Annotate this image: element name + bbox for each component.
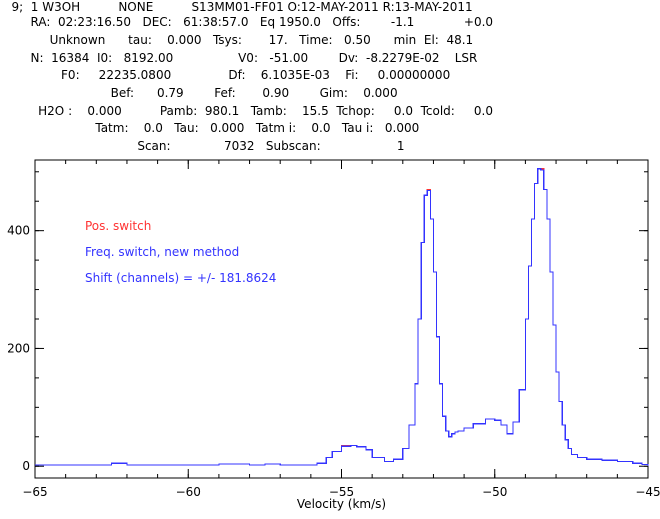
x-tick-label: −60	[176, 485, 201, 499]
annotation-0: Pos. switch	[85, 219, 151, 233]
header-line-6: Bef: 0.79 Fef: 0.90 Gim: 0.000	[0, 86, 398, 100]
header-line-7: H2O : 0.000 Pamb: 980.1 Tamb: 15.5 Tchop…	[0, 104, 494, 118]
annotation-1: Freq. switch, new method	[85, 245, 239, 259]
x-tick-label: −50	[482, 485, 507, 499]
x-tick-label: −45	[635, 485, 660, 499]
x-tick-label: −55	[329, 485, 354, 499]
header-line-4: N: 16384 I0: 8192.00 V0: -51.00 Dv: -8.2…	[0, 51, 478, 65]
header-line-3: Unknown tau: 0.000 Tsys: 17. Time: 0.50 …	[0, 33, 474, 47]
header-line-1: 9; 1 W3OH NONE S13MM01-FF01 O:12-MAY-201…	[0, 0, 473, 14]
header-line-9: Scan: 7032 Subscan: 1	[0, 139, 405, 153]
plot-frame	[34, 159, 649, 479]
y-tick-label: 400	[7, 224, 30, 238]
x-axis-label: Velocity (km/s)	[297, 497, 386, 511]
header-line-5: F0: 22235.0800 Df: 6.1035E-03 Fi: 0.0000…	[0, 68, 451, 82]
y-tick-label: 200	[7, 341, 30, 355]
header-line-8: Tatm: 0.0 Tau: 0.000 Tatm i: 0.0 Tau i: …	[0, 121, 420, 135]
header-line-2: RA: 02:23:16.50 DEC: 61:38:57.0 Eq 1950.…	[0, 15, 494, 29]
annotation-2: Shift (channels) = +/- 181.8624	[85, 271, 276, 285]
y-tick-label: 0	[22, 459, 30, 473]
series-line-freq-switch	[35, 168, 649, 467]
x-tick-label: −65	[22, 485, 47, 499]
series-line-pos-switch	[35, 168, 649, 467]
